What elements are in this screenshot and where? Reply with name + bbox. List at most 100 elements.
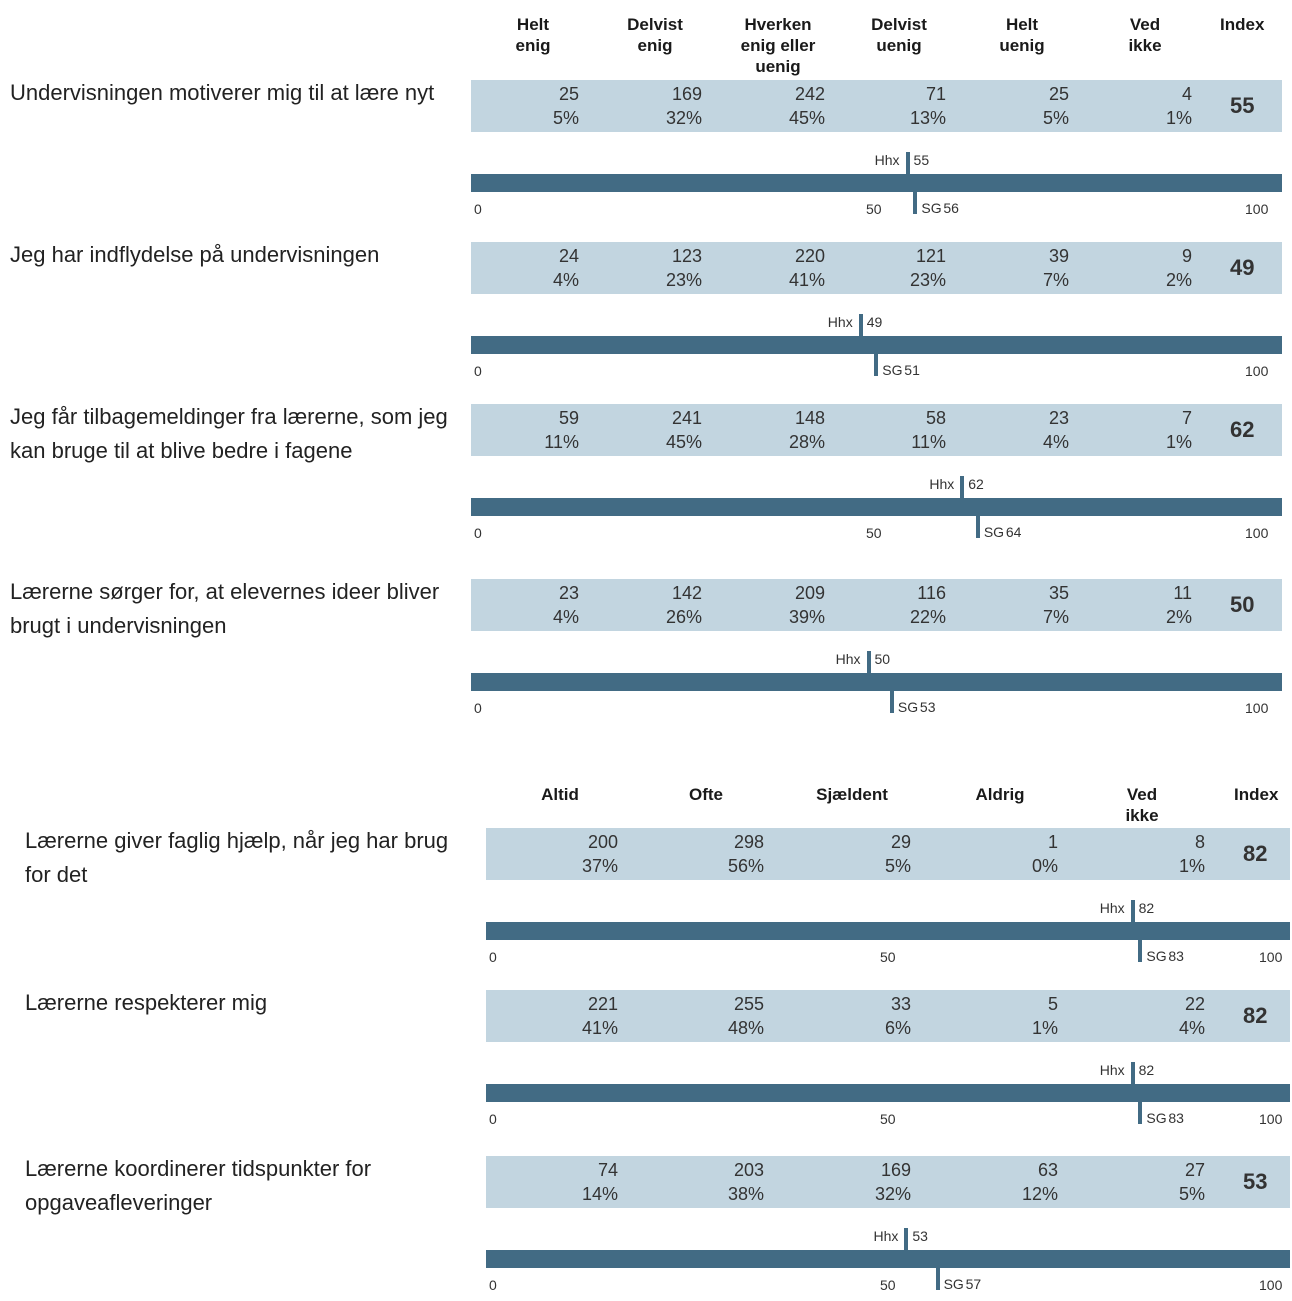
response-count: 1 [1047,832,1058,852]
question-label: Jeg får tilbagemeldinger fra lærerne, so… [10,404,448,463]
response-count: 27 [1184,1160,1205,1180]
response-count: 220 [794,246,825,266]
question-label: Lærerne sørger for, at elevernes ideer b… [10,579,440,638]
scale-track [471,498,1282,516]
hhx-marker [960,476,965,498]
response-count: 123 [671,246,702,266]
response-count: 203 [733,1160,764,1180]
column-header: Altid [541,785,579,804]
response-count: 29 [890,832,911,852]
response-count: 74 [597,1160,618,1180]
response-percent: 4% [552,270,579,290]
scale-max-label: 100 [1245,525,1269,541]
scale-mid-label: 50 [866,201,882,217]
response-percent: 32% [665,108,702,128]
response-band [471,80,1282,132]
response-count: 209 [794,583,825,603]
sg-label: SG [1146,948,1167,964]
response-count: 241 [671,408,702,428]
scale-mid-label: 50 [880,949,896,965]
question-label: Lærerne respekterer mig [25,990,268,1015]
scale-max-label: 100 [1259,949,1283,965]
index-value: 62 [1230,417,1255,442]
response-count: 33 [890,994,911,1014]
sg-marker [913,192,918,214]
column-header: Sjældent [816,785,888,804]
column-header: Aldrig [975,785,1025,804]
column-header: Ved ikke [1128,15,1162,55]
sg-label: SG [943,1276,964,1292]
sg-value: 56 [943,200,959,216]
response-count: 25 [1048,84,1069,104]
sg-label: SG [1146,1110,1167,1126]
sg-label: SG [983,524,1005,540]
response-percent: 26% [665,607,702,627]
response-percent: 41% [581,1018,618,1038]
question-label: Lærerne koordinerer tidspunkter for opga… [25,1156,372,1215]
index-value: 82 [1243,1003,1268,1028]
response-count: 39 [1048,246,1069,266]
response-percent: 4% [552,607,579,627]
response-count: 63 [1037,1160,1058,1180]
response-percent: 5% [552,108,579,128]
scale-min-label: 0 [474,700,482,716]
hhx-marker [866,651,871,673]
response-count: 9 [1181,246,1192,266]
response-count: 121 [915,246,946,266]
hhx-marker [1130,900,1135,922]
hhx-label: Hhx [929,476,955,492]
scale-max-label: 100 [1259,1111,1283,1127]
response-percent: 7% [1042,607,1069,627]
column-header: Hverken enig eller uenig [740,15,816,76]
hhx-label: Hhx [873,1228,899,1244]
response-percent: 5% [884,856,911,876]
scale-min-label: 0 [474,363,482,379]
response-band [471,242,1282,294]
hhx-label: Hhx [874,152,900,168]
response-count: 169 [671,84,702,104]
scale-track [471,174,1282,192]
sg-value: 51 [904,362,920,378]
response-count: 5 [1047,994,1058,1014]
response-count: 169 [880,1160,911,1180]
sg-value: 83 [1168,948,1184,964]
sg-marker [889,691,894,713]
response-percent: 14% [581,1184,618,1204]
scale-track [486,1250,1290,1268]
hhx-value: 55 [913,152,930,168]
index-column-header: Index [1234,785,1279,804]
response-percent: 1% [1031,1018,1058,1038]
response-count: 7 [1181,408,1192,428]
response-percent: 39% [788,607,825,627]
response-count: 242 [794,84,825,104]
sg-value: 83 [1168,1110,1184,1126]
hhx-label: Hhx [827,314,853,330]
response-count: 116 [917,583,946,603]
response-percent: 22% [909,607,946,627]
scale-track [486,1084,1290,1102]
scale-min-label: 0 [489,1277,497,1293]
question-label: Jeg har indflydelse på undervisningen [10,242,380,267]
response-count: 255 [733,994,764,1014]
response-count: 22 [1184,994,1205,1014]
question-label: Lærerne giver faglig hjælp, når jeg har … [25,828,449,887]
scale-track [486,922,1290,940]
scale-track [471,336,1282,354]
scale-track [471,673,1282,691]
index-column-header: Index [1220,15,1265,34]
sg-label: SG [882,362,903,378]
hhx-value: 62 [968,476,984,492]
scale-max-label: 100 [1245,700,1269,716]
response-count: 11 [1173,583,1192,603]
response-band [486,828,1290,880]
response-percent: 11% [911,432,946,452]
hhx-value: 49 [866,314,883,330]
response-count: 71 [925,84,946,104]
response-count: 8 [1194,832,1205,852]
hhx-marker [905,152,910,174]
scale-max-label: 100 [1259,1277,1283,1293]
response-percent: 23% [665,270,702,290]
response-count: 59 [558,408,579,428]
sg-marker [935,1268,940,1290]
hhx-label: Hhx [1099,1062,1125,1078]
